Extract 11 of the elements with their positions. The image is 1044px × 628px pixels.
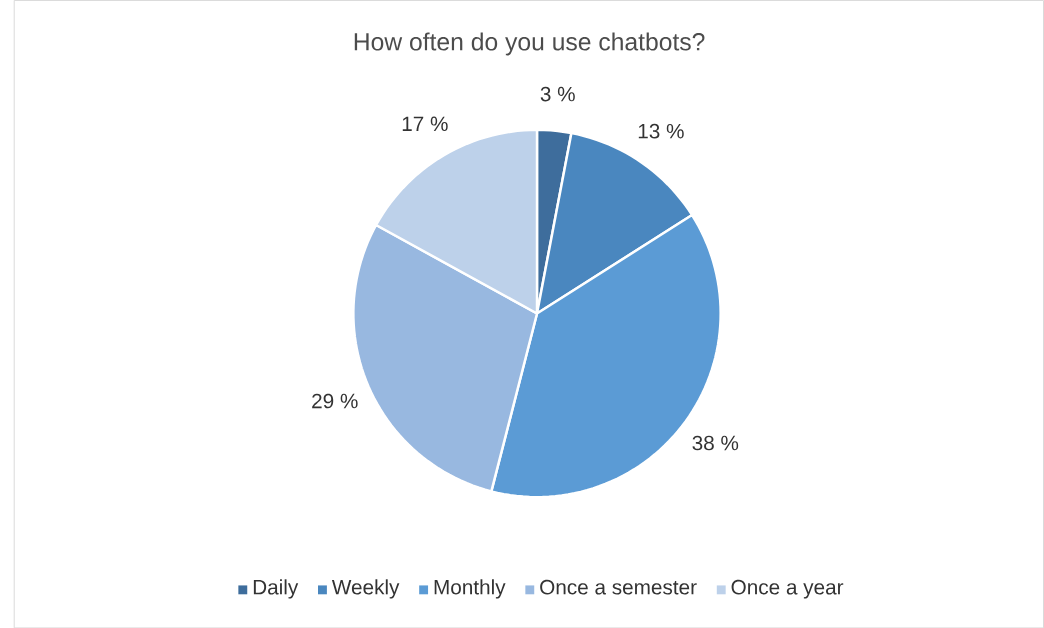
- data-label: 3 %: [540, 86, 575, 102]
- legend-label: Once a semester: [540, 579, 697, 595]
- chart-title: How often do you use chatbots?: [354, 32, 705, 56]
- legend-label: Once a year: [731, 579, 844, 599]
- data-label: 13 %: [638, 123, 684, 139]
- data-label: 38 %: [692, 435, 739, 451]
- legend-label: Daily: [253, 579, 299, 599]
- legend-label: Monthly: [434, 579, 506, 599]
- legend-label: Weekly: [331, 579, 400, 599]
- data-label: 29 %: [312, 393, 358, 409]
- data-label: 17 %: [402, 116, 448, 131]
